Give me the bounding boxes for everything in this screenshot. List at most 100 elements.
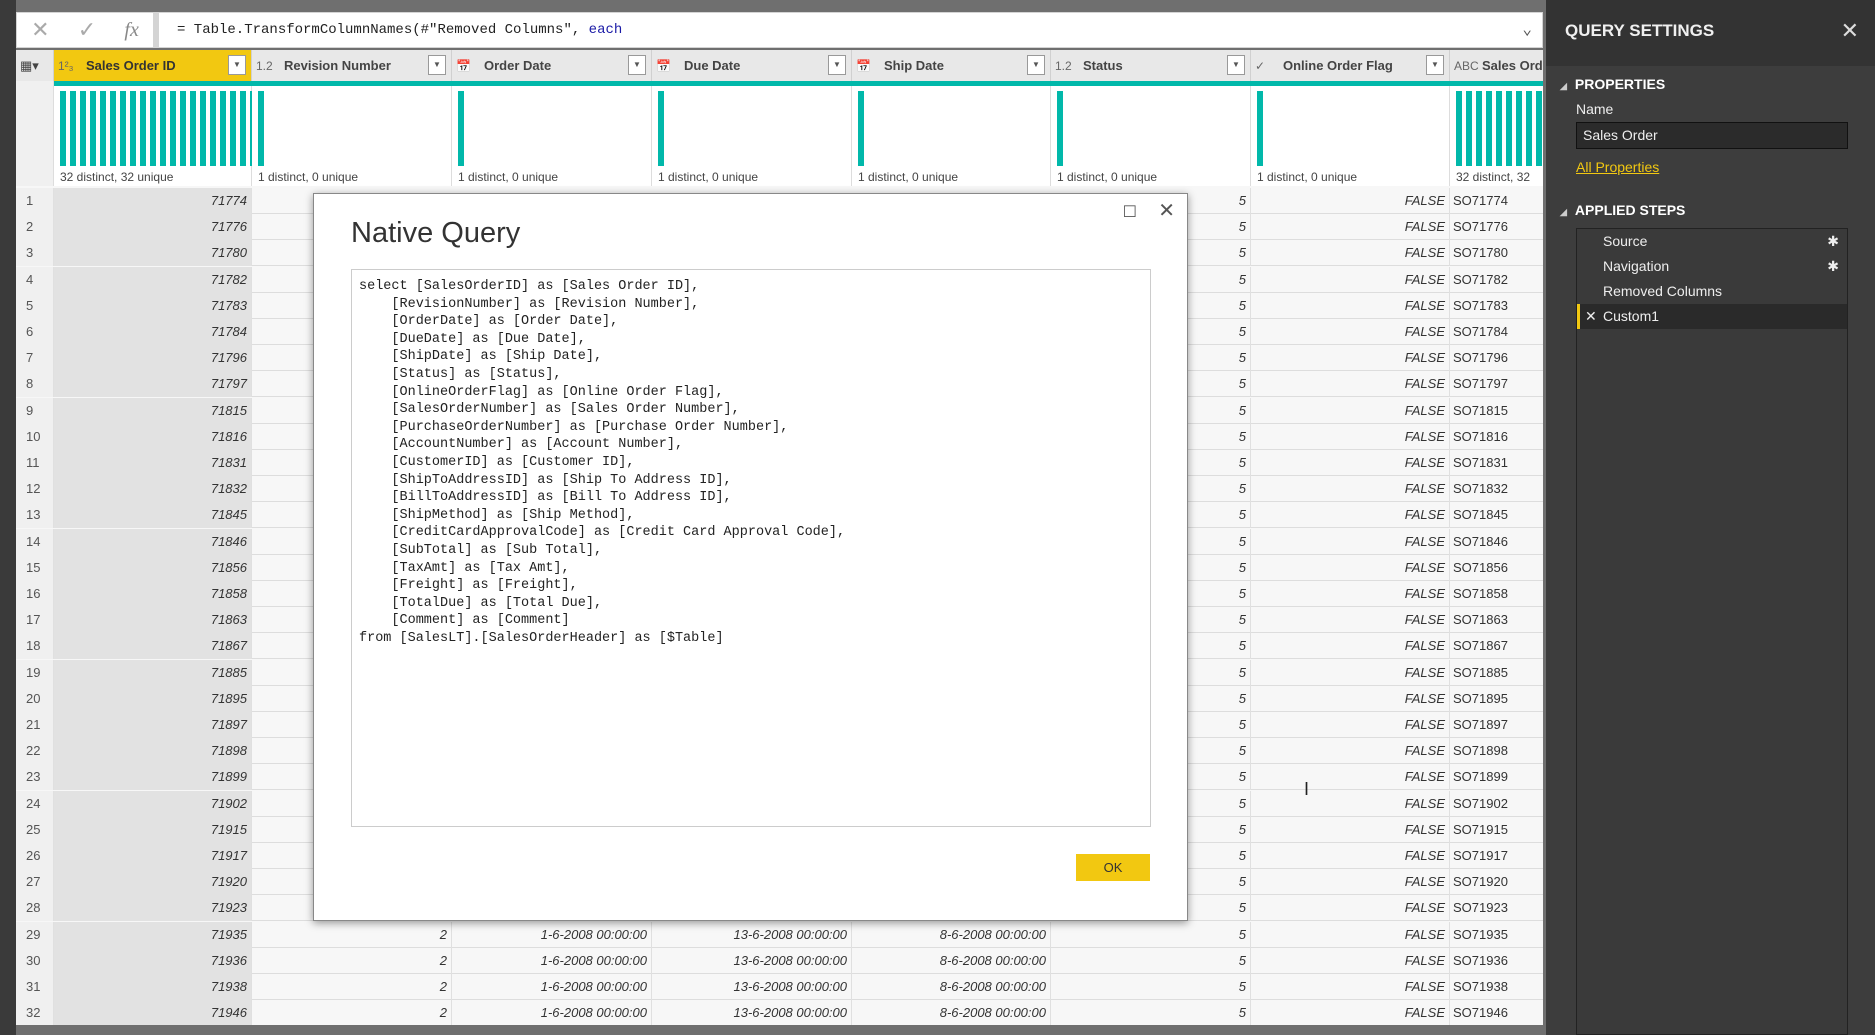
table-cell-so[interactable]: SO71783 xyxy=(1450,293,1543,319)
table-cell-flag[interactable]: FALSE xyxy=(1251,712,1450,738)
table-cell-id[interactable]: 71863 xyxy=(54,607,252,634)
table-cell-flag[interactable]: FALSE xyxy=(1251,214,1450,241)
maximize-icon[interactable]: ☐ xyxy=(1122,204,1137,221)
table-cell-status[interactable]: 5 xyxy=(1051,188,1251,214)
applied-step-removed-columns[interactable]: Removed Columns xyxy=(1577,279,1847,304)
table-cell-status[interactable]: 5 xyxy=(1051,397,1251,424)
applied-step-navigation[interactable]: Navigation ✱ xyxy=(1577,254,1847,279)
table-cell-status[interactable]: 5 xyxy=(1051,554,1251,581)
applied-steps-section-header[interactable]: ◢ APPLIED STEPS xyxy=(1560,202,1685,218)
table-cell-so[interactable]: SO71885 xyxy=(1450,660,1543,686)
table-cell-status[interactable]: 5 xyxy=(1051,476,1251,503)
table-cell-rev[interactable]: 2 xyxy=(252,974,452,1000)
table-cell-id[interactable]: 71885 xyxy=(54,659,252,686)
table-cell-status[interactable]: 5 xyxy=(1051,502,1251,529)
column-header[interactable]: 1.2 Status ▼ xyxy=(1051,50,1251,81)
table-cell-id[interactable]: 71858 xyxy=(54,581,252,607)
table-cell-ship[interactable]: 8-6-2008 00:00:00 xyxy=(852,974,1051,1000)
table-cell-so[interactable]: SO71895 xyxy=(1450,686,1543,712)
table-cell-so[interactable]: SO71920 xyxy=(1450,869,1543,895)
table-cell-status[interactable]: 5 xyxy=(1051,266,1251,293)
table-cell-so[interactable]: SO71897 xyxy=(1450,712,1543,738)
column-header[interactable]: 1²₃ Sales Order ID ▼ xyxy=(54,50,252,81)
formula-input[interactable]: = Table.TransformColumnNames(#"Removed C… xyxy=(159,13,1542,47)
table-cell-so[interactable]: SO71832 xyxy=(1450,476,1543,502)
table-cell-flag[interactable]: FALSE xyxy=(1251,554,1450,581)
table-cell-status[interactable]: 5 xyxy=(1051,764,1251,791)
table-cell-flag[interactable]: FALSE xyxy=(1251,345,1450,372)
table-cell-so[interactable]: SO71780 xyxy=(1450,240,1543,266)
table-cell-so[interactable]: SO71796 xyxy=(1450,345,1543,371)
table-cell-status[interactable]: 5 xyxy=(1051,214,1251,241)
table-cell-so[interactable]: SO71845 xyxy=(1450,502,1543,528)
table-cell-ship[interactable]: 8-6-2008 00:00:00 xyxy=(852,921,1051,948)
table-cell-status[interactable]: 5 xyxy=(1051,633,1251,660)
table-cell-so[interactable]: SO71816 xyxy=(1450,424,1543,450)
table-cell-so[interactable]: SO71938 xyxy=(1450,974,1543,1000)
column-filter-dropdown-icon[interactable]: ▼ xyxy=(1426,55,1444,75)
table-cell-id[interactable]: 71898 xyxy=(54,738,252,765)
column-header[interactable]: ABC Sales Ord xyxy=(1450,50,1543,81)
table-cell-status[interactable]: 5 xyxy=(1051,712,1251,738)
table-cell-flag[interactable]: FALSE xyxy=(1251,607,1450,634)
applied-step-custom1[interactable]: ✕ Custom1 xyxy=(1577,304,1847,329)
table-cell-id[interactable]: 71816 xyxy=(54,423,252,450)
table-cell-so[interactable]: SO71846 xyxy=(1450,529,1543,555)
table-cell-id[interactable]: 71774 xyxy=(54,188,252,214)
table-cell-so[interactable]: SO71784 xyxy=(1450,319,1543,345)
column-filter-dropdown-icon[interactable]: ▼ xyxy=(1227,55,1245,75)
table-cell-status[interactable]: 5 xyxy=(1051,869,1251,896)
table-cell-so[interactable]: SO71856 xyxy=(1450,555,1543,581)
table-cell-flag[interactable]: FALSE xyxy=(1251,266,1450,293)
column-header[interactable]: 📅 Due Date ▼ xyxy=(652,50,852,81)
table-cell-id[interactable]: 71895 xyxy=(54,685,252,712)
table-cell-due[interactable]: 13-6-2008 00:00:00 xyxy=(652,974,852,1000)
check-icon[interactable]: ✓ xyxy=(77,17,97,42)
table-cell-so[interactable]: SO71776 xyxy=(1450,214,1543,240)
gear-icon[interactable]: ✱ xyxy=(1827,233,1839,249)
table-cell-due[interactable]: 13-6-2008 00:00:00 xyxy=(652,921,852,948)
table-cell-id[interactable]: 71846 xyxy=(54,528,252,555)
table-cell-id[interactable]: 71815 xyxy=(54,397,252,424)
table-cell-flag[interactable]: FALSE xyxy=(1251,528,1450,555)
table-cell-id[interactable]: 71915 xyxy=(54,816,252,843)
table-cell-so[interactable]: SO71831 xyxy=(1450,450,1543,476)
table-cell-flag[interactable]: FALSE xyxy=(1251,633,1450,660)
table-cell-so[interactable]: SO71902 xyxy=(1450,791,1543,817)
expand-formula-chevron-icon[interactable]: ⌄ xyxy=(1522,21,1532,39)
table-cell-id[interactable]: 71796 xyxy=(54,345,252,372)
table-cell-flag[interactable]: FALSE xyxy=(1251,450,1450,476)
table-cell-so[interactable]: SO71774 xyxy=(1450,188,1543,214)
table-cell-flag[interactable]: FALSE xyxy=(1251,843,1450,869)
column-header[interactable]: 📅 Order Date ▼ xyxy=(452,50,652,81)
table-cell-status[interactable]: 5 xyxy=(1051,319,1251,345)
table-cell-flag[interactable]: FALSE xyxy=(1251,738,1450,765)
table-cell-id[interactable]: 71831 xyxy=(54,450,252,476)
table-cell-id[interactable]: 71845 xyxy=(54,502,252,529)
table-cell-status[interactable]: 5 xyxy=(1051,581,1251,607)
column-header[interactable]: 📅 Ship Date ▼ xyxy=(852,50,1051,81)
table-cell-flag[interactable]: FALSE xyxy=(1251,319,1450,345)
table-cell-status[interactable]: 5 xyxy=(1051,345,1251,372)
table-cell-status[interactable]: 5 xyxy=(1051,371,1251,398)
table-cell-id[interactable]: 71923 xyxy=(54,895,252,922)
table-cell-flag[interactable]: FALSE xyxy=(1251,502,1450,529)
column-filter-dropdown-icon[interactable]: ▼ xyxy=(428,55,446,75)
table-cell-so[interactable]: SO71923 xyxy=(1450,895,1543,921)
table-cell-id[interactable]: 71935 xyxy=(54,921,252,948)
column-filter-dropdown-icon[interactable]: ▼ xyxy=(828,55,846,75)
table-cell-so[interactable]: SO71899 xyxy=(1450,764,1543,790)
table-cell-flag[interactable]: FALSE xyxy=(1251,816,1450,843)
native-query-text[interactable]: select [SalesOrderID] as [Sales Order ID… xyxy=(351,269,1151,827)
table-cell-so[interactable]: SO71917 xyxy=(1450,843,1543,869)
table-cell-flag[interactable]: FALSE xyxy=(1251,188,1450,214)
all-properties-link[interactable]: All Properties xyxy=(1576,159,1660,175)
table-cell-status[interactable]: 5 xyxy=(1051,450,1251,476)
ok-button[interactable]: OK xyxy=(1076,854,1150,881)
gear-icon[interactable]: ✱ xyxy=(1827,258,1839,274)
table-cell-so[interactable]: SO71935 xyxy=(1450,922,1543,948)
table-cell-flag[interactable]: FALSE xyxy=(1251,397,1450,424)
table-cell-status[interactable]: 5 xyxy=(1051,607,1251,634)
table-cell-flag[interactable]: FALSE xyxy=(1251,921,1450,948)
table-cell-id[interactable]: 71780 xyxy=(54,240,252,267)
